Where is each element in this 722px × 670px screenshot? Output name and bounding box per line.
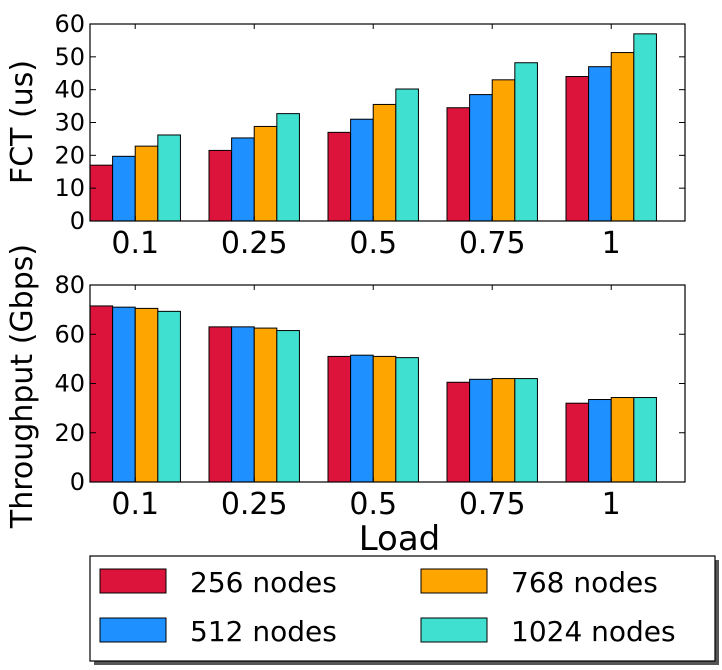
bar-512-nodes-load-0-5 — [350, 118, 374, 222]
bar-512-nodes-load-1 — [588, 66, 612, 222]
bar-256-nodes-load-0-75 — [446, 381, 471, 483]
legend-label-512-nodes: 512 nodes — [190, 615, 337, 648]
legend-swatch-512-nodes — [99, 617, 167, 643]
y-tick-label-20: 20 — [54, 141, 85, 169]
y-tick-label-0: 0 — [70, 468, 85, 496]
plot-frame — [89, 284, 686, 483]
x-tick-label-1: 1 — [602, 487, 621, 522]
legend-label-768-nodes: 768 nodes — [511, 566, 658, 599]
x-tick-label-0-5: 0.5 — [349, 487, 397, 522]
bar-768-nodes-load-0-5 — [372, 355, 397, 483]
x-tick-label-0-1: 0.1 — [111, 487, 159, 522]
throughput-chart: 0.1 0.25 0.5 0.75 1 0 20 40 60 80 Throughput (Gbps… — [5, 244, 686, 559]
bar-1024-nodes-load-0-5 — [395, 88, 419, 222]
x-axis-label: Load — [359, 519, 441, 559]
bar-768-nodes-load-0-1 — [134, 145, 159, 222]
y-tick-label-0: 0 — [70, 207, 85, 235]
bar-1024-nodes-load-0-1 — [157, 134, 181, 222]
bar-768-nodes-load-0-25 — [253, 125, 278, 222]
bar-256-nodes-load-0-5 — [327, 355, 352, 483]
y-tick-label-60: 60 — [54, 320, 85, 348]
bar-1024-nodes-load-0-75 — [514, 378, 538, 483]
x-tick-label-0-25: 0.25 — [221, 487, 288, 522]
bar-256-nodes-load-0-5 — [327, 131, 352, 222]
y-tick-label-50: 50 — [54, 43, 85, 71]
bar-512-nodes-load-0-5 — [350, 354, 374, 483]
legend-swatch-256-nodes — [99, 568, 167, 594]
bar-512-nodes-load-0-25 — [231, 326, 255, 483]
x-tick-label-0-75: 0.75 — [459, 226, 526, 261]
bar-256-nodes-load-0-75 — [446, 107, 471, 222]
bar-512-nodes-load-1 — [588, 399, 612, 483]
x-tick-label-0-1: 0.1 — [111, 226, 159, 261]
x-tick-label-1: 1 — [602, 226, 621, 261]
bar-1024-nodes-load-1 — [633, 33, 657, 222]
y-axis-label: FCT (us) — [5, 60, 40, 184]
bar-1024-nodes-load-1 — [633, 397, 657, 483]
bar-768-nodes-load-0-75 — [491, 378, 516, 483]
y-tick-label-10: 10 — [54, 174, 85, 202]
bar-256-nodes-load-0-25 — [208, 149, 233, 222]
y-tick-label-30: 30 — [54, 109, 85, 137]
bar-256-nodes-load-0-1 — [89, 164, 114, 222]
y-tick-label-60: 60 — [54, 10, 85, 38]
bar-768-nodes-load-1 — [610, 397, 635, 483]
bar-512-nodes-load-0-1 — [112, 306, 136, 483]
bar-256-nodes-load-0-25 — [208, 326, 233, 483]
bar-768-nodes-load-0-1 — [134, 307, 159, 483]
legend-swatch-768-nodes — [420, 568, 488, 594]
legend: 256 nodes 512 nodes 768 nodes 1024 nodes — [89, 555, 719, 665]
bar-512-nodes-load-0-75 — [469, 94, 493, 222]
legend-label-1024-nodes: 1024 nodes — [511, 615, 676, 648]
bar-256-nodes-load-0-1 — [89, 305, 114, 483]
bar-256-nodes-load-1 — [565, 402, 590, 483]
y-tick-label-40: 40 — [54, 76, 85, 104]
bar-768-nodes-load-0-25 — [253, 327, 278, 483]
x-tick-label-0-5: 0.5 — [349, 226, 397, 261]
y-tick-label-40: 40 — [54, 370, 85, 398]
y-axis-label: Throughput (Gbps) — [5, 244, 40, 529]
bar-768-nodes-load-1 — [610, 52, 635, 222]
y-tick-label-80: 80 — [54, 271, 85, 299]
bar-1024-nodes-load-0-75 — [514, 62, 538, 222]
y-tick-label-20: 20 — [54, 419, 85, 447]
bar-512-nodes-load-0-1 — [112, 155, 136, 222]
bar-1024-nodes-load-0-25 — [276, 330, 300, 483]
bar-256-nodes-load-1 — [565, 76, 590, 222]
bar-1024-nodes-load-0-25 — [276, 113, 300, 222]
bar-512-nodes-load-0-75 — [469, 378, 493, 483]
bar-1024-nodes-load-0-5 — [395, 357, 419, 483]
plot-frame — [89, 23, 686, 222]
x-tick-label-0-25: 0.25 — [221, 226, 288, 261]
bar-768-nodes-load-0-5 — [372, 103, 397, 222]
legend-label-256-nodes: 256 nodes — [190, 566, 337, 599]
legend-frame — [89, 555, 716, 662]
x-tick-label-0-75: 0.75 — [459, 487, 526, 522]
bar-512-nodes-load-0-25 — [231, 137, 255, 222]
bar-768-nodes-load-0-75 — [491, 79, 516, 222]
bar-1024-nodes-load-0-1 — [157, 310, 181, 483]
legend-swatch-1024-nodes — [420, 617, 488, 643]
